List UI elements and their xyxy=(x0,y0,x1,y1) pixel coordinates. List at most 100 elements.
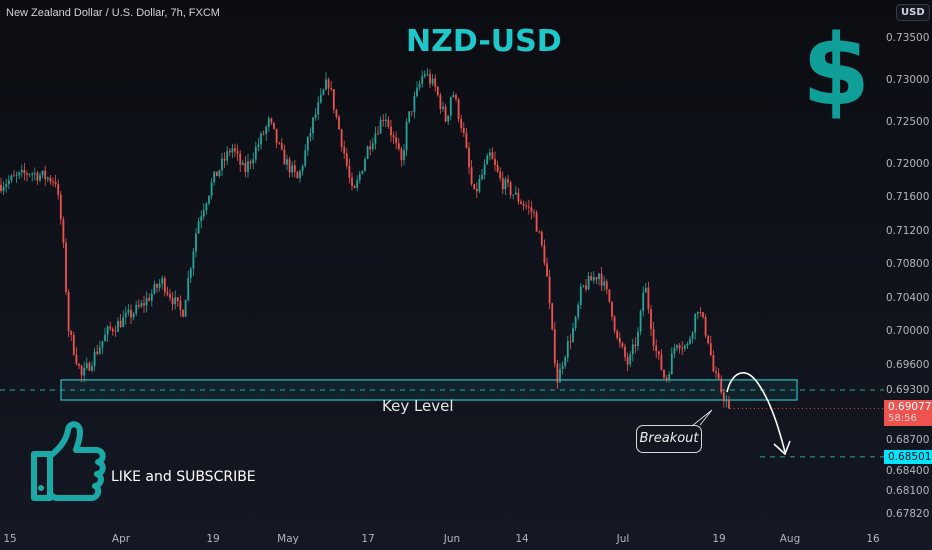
candle-body xyxy=(124,312,127,318)
candle-body xyxy=(122,317,125,328)
candle-body xyxy=(504,179,507,190)
candle-body xyxy=(631,344,634,355)
candle-body xyxy=(530,207,533,213)
candle-body xyxy=(49,177,52,182)
candle-body xyxy=(546,263,548,277)
candle-body xyxy=(514,192,517,195)
candle-body xyxy=(78,363,80,366)
candle-body xyxy=(44,170,47,180)
currency-button[interactable]: USD xyxy=(896,4,930,21)
y-tick-label: 0.71600 xyxy=(886,191,930,204)
candle-body xyxy=(26,173,28,175)
candle-body xyxy=(512,194,515,196)
candle-body xyxy=(566,340,569,358)
candle-body xyxy=(525,205,528,207)
candle-body xyxy=(314,114,317,118)
candle-body xyxy=(223,158,226,161)
candle-body xyxy=(468,147,470,168)
candle-body xyxy=(169,294,171,298)
candle-body xyxy=(613,316,616,331)
candle-body xyxy=(663,370,665,378)
candle-body xyxy=(348,165,351,178)
candle-body xyxy=(340,129,343,147)
candle-body xyxy=(436,86,439,96)
callout-pointer xyxy=(691,409,713,427)
candle-body xyxy=(135,304,138,314)
y-tick-label: 0.73500 xyxy=(886,32,930,44)
candle-body xyxy=(582,285,585,287)
candle-body xyxy=(109,326,112,329)
y-tick-label: 0.70800 xyxy=(886,258,930,271)
like-subscribe-text: LIKE and SUBSCRIBE xyxy=(111,469,256,485)
candle-body xyxy=(707,335,710,344)
candle-body xyxy=(564,357,567,366)
candle-body xyxy=(28,174,31,176)
candle-body xyxy=(473,184,476,189)
candle-body xyxy=(611,301,613,317)
candle-body xyxy=(236,151,239,154)
candle-body xyxy=(267,118,270,127)
candle-body xyxy=(712,355,715,372)
x-tick-label: 15 xyxy=(3,533,17,545)
candle-body xyxy=(499,171,502,179)
candle-body xyxy=(390,126,392,136)
candle-body xyxy=(335,109,338,117)
x-tick-label: Jun xyxy=(443,533,461,545)
candle-body xyxy=(226,151,229,161)
candle-body xyxy=(527,206,530,208)
candle-body xyxy=(166,292,169,295)
candle-body xyxy=(642,292,645,311)
candle-body xyxy=(605,281,608,290)
last-price-value: 0.69077 xyxy=(888,401,932,413)
candle-body xyxy=(20,169,23,173)
candle-body xyxy=(10,175,13,181)
x-tick-label: Apr xyxy=(111,533,131,545)
candle-body xyxy=(249,161,252,164)
candle-body xyxy=(13,175,15,177)
candle-body xyxy=(41,170,44,176)
x-tick-label: Jul xyxy=(616,533,630,545)
candle-body xyxy=(202,210,205,217)
candle-body xyxy=(704,317,707,336)
candle-body xyxy=(551,303,554,330)
candle-body xyxy=(637,331,639,347)
candle-body xyxy=(80,365,83,376)
candle-body xyxy=(421,76,424,84)
candle-body xyxy=(189,268,192,278)
candle-body xyxy=(304,150,307,166)
candle-body xyxy=(101,341,104,348)
candle-body xyxy=(408,111,411,123)
candle-body xyxy=(629,354,632,365)
candle-body xyxy=(520,201,522,204)
candle-body xyxy=(322,89,325,95)
candle-body xyxy=(36,172,39,181)
candle-body xyxy=(486,155,489,165)
candle-body xyxy=(127,309,130,313)
candle-body xyxy=(283,149,286,165)
candle-body xyxy=(585,285,587,290)
candle-body xyxy=(491,152,494,160)
candle-body xyxy=(218,170,221,177)
candle-body xyxy=(382,119,385,122)
candle-body xyxy=(621,342,624,347)
candle-body xyxy=(145,298,148,306)
candle-body xyxy=(689,338,691,344)
candle-body xyxy=(239,153,242,165)
candle-body xyxy=(23,169,26,174)
candle-body xyxy=(364,158,366,171)
candle-body xyxy=(665,377,668,380)
x-tick-label: 19 xyxy=(712,533,726,545)
candle-body xyxy=(548,276,551,304)
candle-body xyxy=(681,348,684,350)
candle-body xyxy=(156,284,158,288)
candle-body xyxy=(39,175,41,181)
candle-body xyxy=(7,180,10,185)
candle-body xyxy=(148,298,151,301)
candle-body xyxy=(296,171,299,179)
candle-body xyxy=(470,167,473,185)
candle-body xyxy=(397,143,400,150)
candle-body xyxy=(574,316,577,329)
candle-body xyxy=(174,297,177,305)
